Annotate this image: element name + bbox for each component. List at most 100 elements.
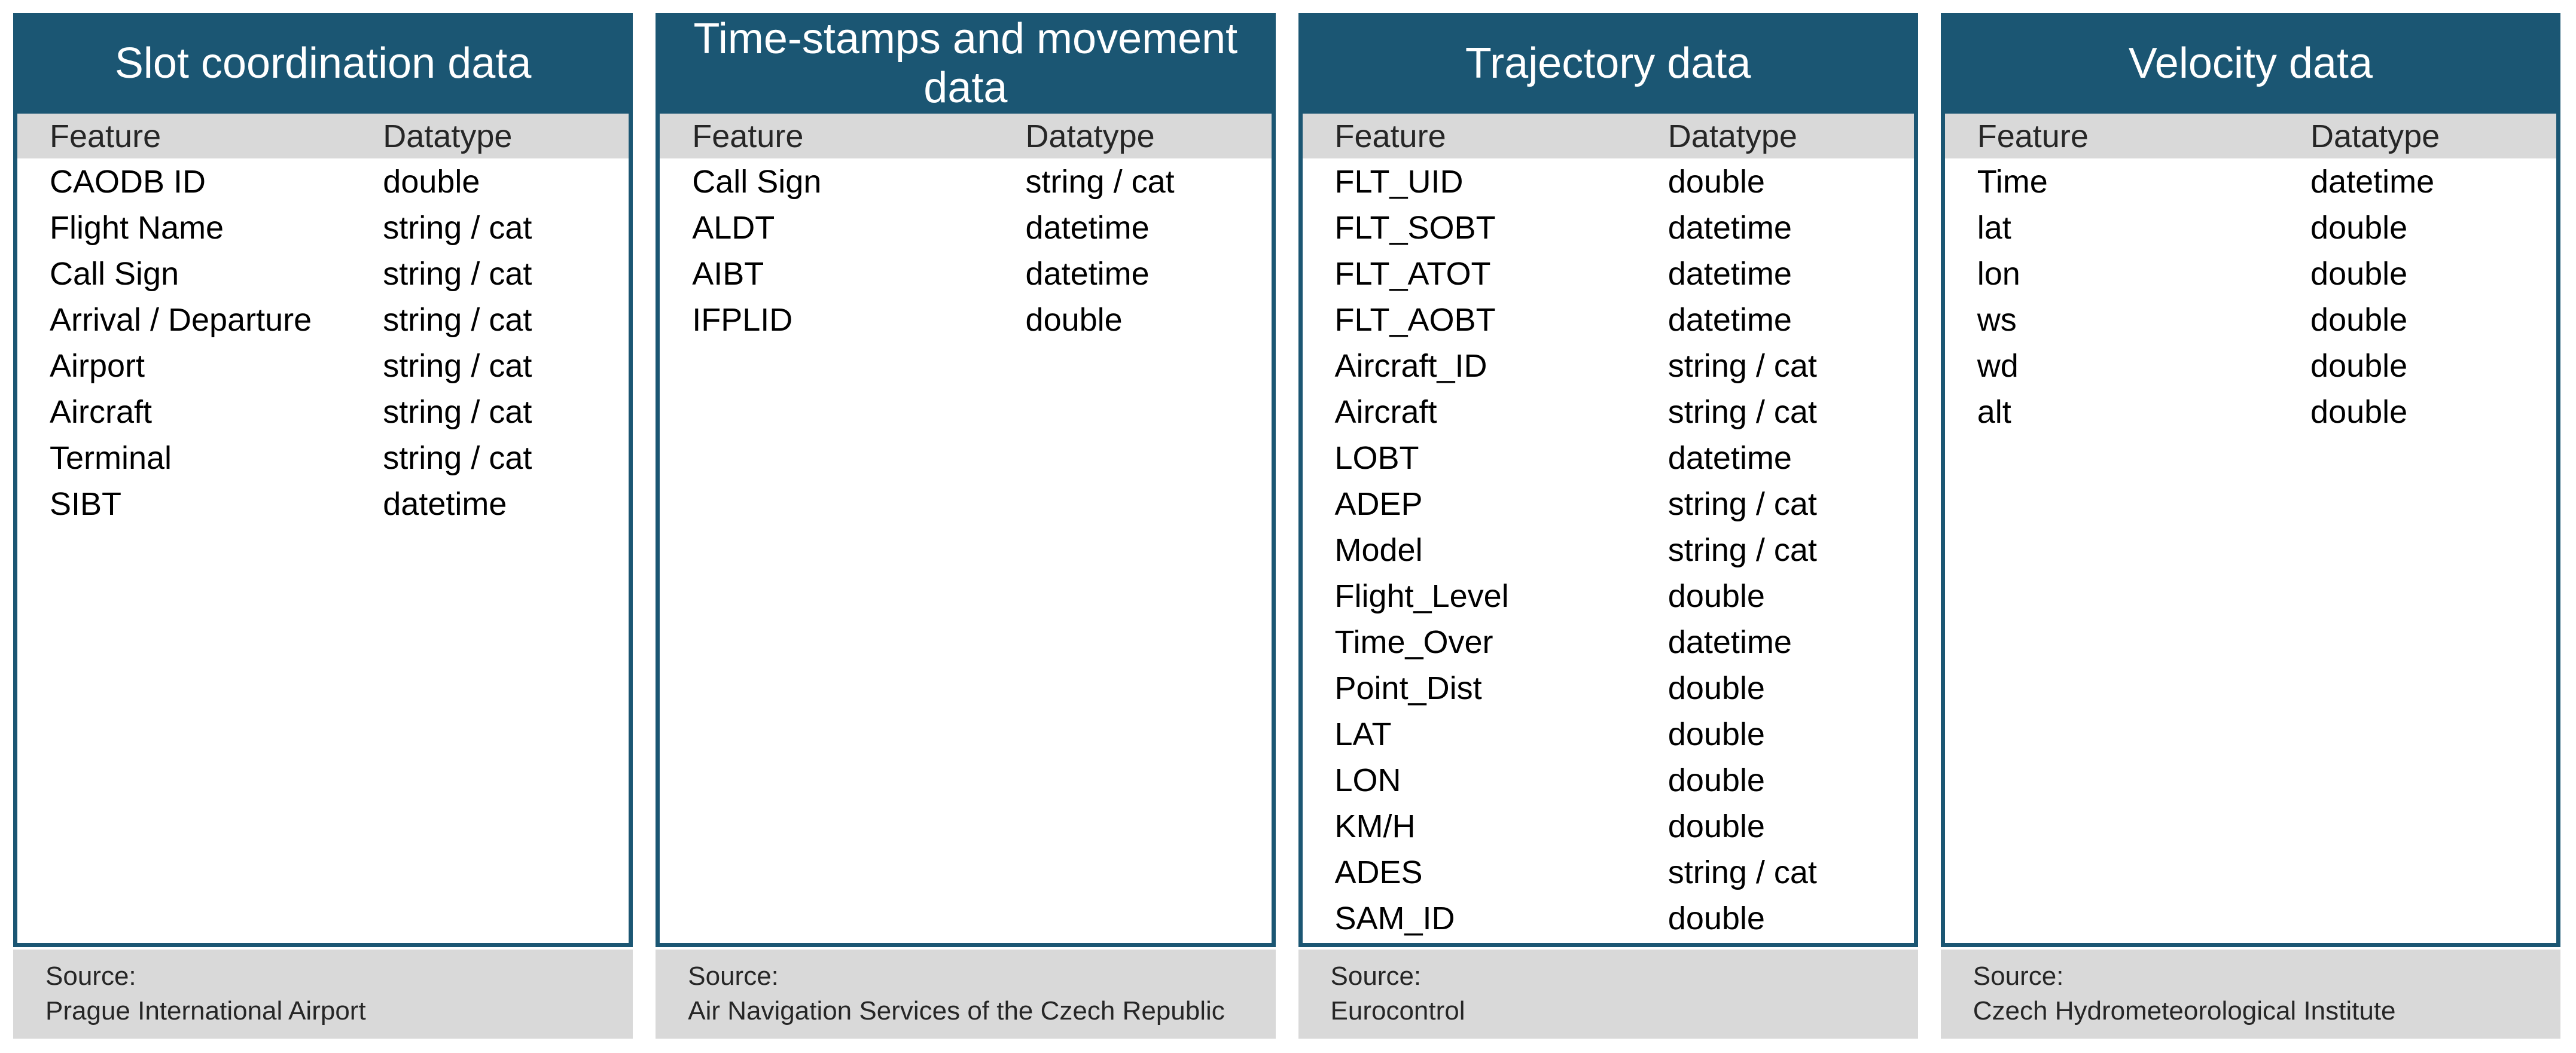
- feature-cell: lat: [1977, 209, 2011, 246]
- card-timestamps-movement-data: Time-stamps and movement data Feature Da…: [656, 13, 1276, 1039]
- feature-cell: FLT_AOBT: [1334, 301, 1496, 338]
- feature-datatype-table: Feature Datatype Time datetime lat double lo…: [1940, 114, 2560, 947]
- feature-cell: Call Sign: [692, 163, 822, 200]
- datatype-cell: datetime: [383, 486, 507, 522]
- source-name: Prague International Airport: [45, 996, 366, 1025]
- table-row: AIBT datetime: [660, 251, 1271, 297]
- table-row: Flight_Level double: [1303, 573, 1914, 619]
- feature-cell: LAT: [1334, 716, 1392, 752]
- card-trajectory-data: Trajectory data Feature Datatype FLT_UID…: [1298, 13, 1918, 1039]
- feature-cell: Aircraft: [50, 393, 153, 430]
- column-header-datatype: Datatype: [383, 118, 513, 154]
- table-row: alt double: [1945, 389, 2556, 435]
- datatype-cell: string / cat: [1667, 486, 1817, 522]
- datatype-cell: string / cat: [383, 301, 532, 338]
- datatype-cell: string / cat: [383, 439, 532, 476]
- datatype-cell: string / cat: [1667, 854, 1817, 890]
- source-label: Source:: [1330, 962, 1422, 991]
- feature-cell: Airport: [50, 347, 145, 384]
- table-body: Call Sign string / cat ALDT datetime AIBT dat…: [660, 158, 1271, 943]
- datatype-cell: datetime: [1025, 209, 1150, 246]
- feature-cell: Aircraft: [1334, 393, 1437, 430]
- datatype-cell: double: [2310, 209, 2408, 246]
- datatype-cell: double: [383, 163, 480, 200]
- feature-cell: ws: [1977, 301, 2017, 338]
- table-row: FLT_UID double: [1303, 158, 1914, 205]
- datatype-cell: double: [1667, 578, 1765, 614]
- datatype-cell: double: [1667, 716, 1765, 752]
- datatype-cell: double: [1667, 163, 1765, 200]
- feature-cell: LON: [1334, 762, 1401, 798]
- table-row: LAT double: [1303, 711, 1914, 757]
- feature-cell: lon: [1977, 255, 2020, 292]
- table-row: KM/H double: [1303, 803, 1914, 849]
- table-row: ALDT datetime: [660, 205, 1271, 251]
- card-title: Slot coordination data: [13, 13, 633, 114]
- table-row: Time_Over datetime: [1303, 619, 1914, 665]
- feature-cell: FLT_SOBT: [1334, 209, 1496, 246]
- table-row: Terminal string / cat: [17, 435, 629, 481]
- feature-cell: SAM_ID: [1334, 900, 1455, 936]
- feature-cell: ALDT: [692, 209, 775, 246]
- table-row: FLT_SOBT datetime: [1303, 205, 1914, 251]
- feature-cell: ADES: [1334, 854, 1423, 890]
- card-title: Trajectory data: [1298, 13, 1918, 114]
- table-body: CAODB ID double Flight Name string / cat Cal…: [17, 158, 629, 943]
- datatype-cell: datetime: [1025, 255, 1150, 292]
- feature-datatype-table: Feature Datatype FLT_UID double FLT_SOBT da…: [1298, 114, 1918, 947]
- feature-cell: Time_Over: [1334, 624, 1493, 660]
- datatype-cell: double: [2310, 347, 2408, 384]
- source-name: Air Navigation Services of the Czech Rep…: [688, 996, 1225, 1025]
- source-label: Source:: [45, 962, 136, 991]
- feature-datatype-table: Feature Datatype Call Sign string / cat AL…: [656, 114, 1276, 947]
- feature-cell: Flight Name: [50, 209, 224, 246]
- source-name: Eurocontrol: [1330, 996, 1465, 1025]
- feature-cell: Aircraft_ID: [1334, 347, 1487, 384]
- table-header-row: Feature Datatype: [1944, 114, 2556, 158]
- table-header-row: Feature Datatype: [660, 114, 1272, 158]
- table-row: lat double: [1945, 205, 2556, 251]
- table-body: Time datetime lat double lon double ws double wd…: [1945, 158, 2556, 943]
- table-row: LON double: [1303, 757, 1914, 803]
- datatype-cell: double: [1667, 900, 1765, 936]
- card-slot-coordination-data: Slot coordination data Feature Datatype …: [13, 13, 633, 1039]
- datatype-cell: string / cat: [383, 347, 532, 384]
- datatype-cell: double: [1025, 301, 1123, 338]
- table-row: Point_Dist double: [1303, 665, 1914, 711]
- datatype-cell: datetime: [1667, 255, 1792, 292]
- feature-cell: IFPLID: [692, 301, 793, 338]
- table-row: Airport string / cat: [17, 343, 629, 389]
- table-row: Time datetime: [1945, 158, 2556, 205]
- feature-cell: Point_Dist: [1334, 670, 1482, 706]
- column-header-datatype: Datatype: [1025, 118, 1155, 154]
- card-title: Time-stamps and movement data: [656, 13, 1276, 114]
- source-label: Source:: [1973, 962, 2064, 991]
- datatype-cell: string / cat: [1667, 393, 1817, 430]
- table-row: Aircraft_ID string / cat: [1303, 343, 1914, 389]
- feature-cell: LOBT: [1334, 439, 1419, 476]
- datatype-cell: datetime: [1667, 624, 1792, 660]
- table-row: SAM_ID double: [1303, 895, 1914, 941]
- datatype-cell: double: [2310, 393, 2408, 430]
- table-header-row: Feature Datatype: [17, 114, 629, 158]
- table-row: Call Sign string / cat: [660, 158, 1271, 205]
- table-row: Aircraft string / cat: [17, 389, 629, 435]
- datatype-cell: string / cat: [383, 255, 532, 292]
- datatype-cell: double: [1667, 808, 1765, 844]
- feature-cell: KM/H: [1334, 808, 1416, 844]
- feature-cell: Call Sign: [50, 255, 179, 292]
- source-label: Source:: [688, 962, 779, 991]
- table-row: ADEP string / cat: [1303, 481, 1914, 527]
- card-footer: Source: Czech Hydrometeorological Instit…: [1940, 950, 2560, 1039]
- feature-cell: Time: [1977, 163, 2048, 200]
- card-footer: Source: Eurocontrol: [1298, 950, 1918, 1039]
- column-header-feature: Feature: [50, 118, 161, 154]
- table-row: IFPLID double: [660, 297, 1271, 343]
- table-row: lon double: [1945, 251, 2556, 297]
- datatype-cell: datetime: [1667, 209, 1792, 246]
- table-row: Aircraft string / cat: [1303, 389, 1914, 435]
- feature-cell: alt: [1977, 393, 2011, 430]
- table-row: Arrival / Departure string / cat: [17, 297, 629, 343]
- feature-cell: Terminal: [50, 439, 172, 476]
